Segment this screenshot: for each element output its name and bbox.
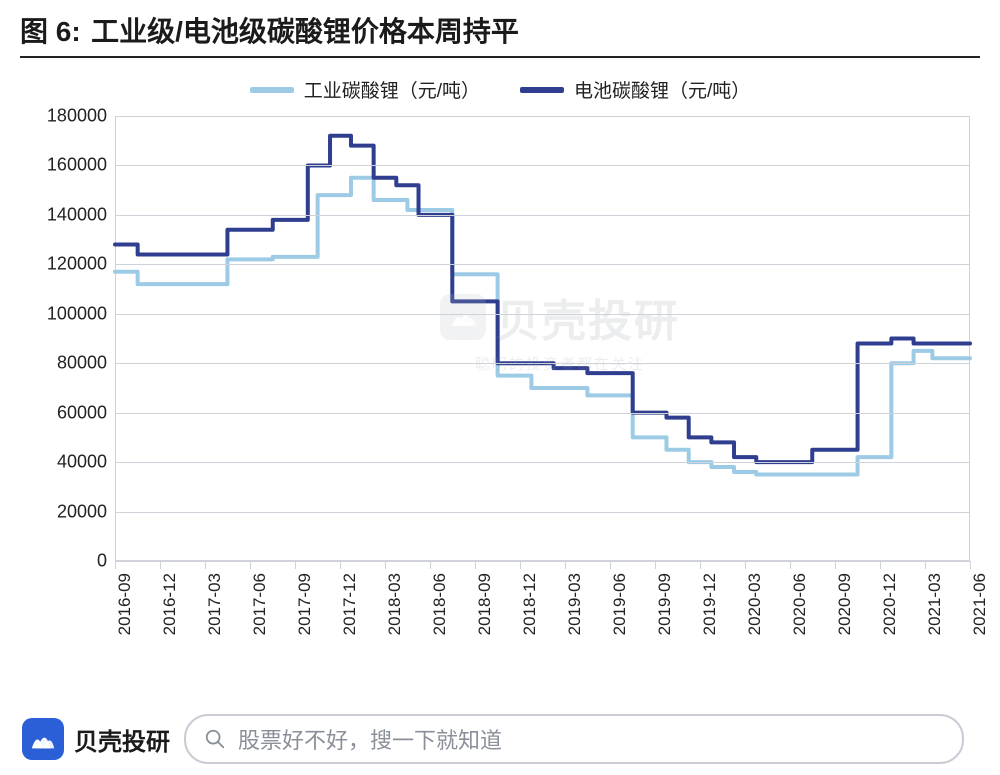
title-underline	[20, 56, 980, 58]
y-tick-label: 120000	[47, 254, 115, 275]
y-tick-label: 60000	[57, 402, 115, 423]
x-tick-label: 2020-12	[880, 573, 900, 635]
search-input[interactable]: 股票好不好，搜一下就知道	[184, 714, 964, 764]
legend-item: 工业碳酸锂（元/吨）	[250, 76, 480, 103]
x-tick-label: 2017-03	[205, 573, 225, 635]
y-tick-label: 40000	[57, 452, 115, 473]
x-tick-label: 2020-03	[745, 573, 765, 635]
x-tick-label: 2019-09	[655, 573, 675, 635]
x-tick-label: 2021-03	[925, 573, 945, 635]
x-tick-label: 2017-12	[340, 573, 360, 635]
y-tick-label: 160000	[47, 155, 115, 176]
legend-swatch	[520, 87, 564, 93]
legend-swatch	[250, 87, 294, 93]
x-tick-label: 2019-03	[565, 573, 585, 635]
x-tick-label: 2016-12	[160, 573, 180, 635]
x-tick-label: 2018-06	[430, 573, 450, 635]
gridline	[115, 165, 970, 166]
figure-number: 图 6:	[20, 16, 81, 47]
x-tick-label: 2018-12	[520, 573, 540, 635]
x-tick-label: 2018-09	[475, 573, 495, 635]
x-tick-label: 2019-06	[610, 573, 630, 635]
x-tick-label: 2018-03	[385, 573, 405, 635]
x-tick-label: 2020-06	[790, 573, 810, 635]
x-tick-label: 2016-09	[115, 573, 135, 635]
brand-shell-icon	[22, 718, 64, 760]
y-tick-label: 0	[97, 551, 115, 572]
plot-area: 贝壳投研 聪明的投资者都在关注 020000400006000080000100…	[115, 116, 970, 561]
brand[interactable]: 贝壳投研	[22, 718, 170, 760]
x-tick-label: 2017-06	[250, 573, 270, 635]
legend-item: 电池碳酸锂（元/吨）	[520, 76, 750, 103]
y-tick-label: 80000	[57, 353, 115, 374]
search-icon	[204, 728, 226, 750]
figure-title: 工业级/电池级碳酸锂价格本周持平	[91, 16, 519, 47]
legend-label: 电池碳酸锂（元/吨）	[574, 76, 750, 103]
figure-title-bar: 图 6: 工业级/电池级碳酸锂价格本周持平	[0, 0, 1000, 56]
gridline	[115, 116, 970, 117]
gridline	[115, 561, 970, 562]
series-line-industrial	[115, 178, 970, 475]
gridline	[115, 462, 970, 463]
legend-label: 工业碳酸锂（元/吨）	[304, 76, 480, 103]
gridline	[115, 512, 970, 513]
gridline	[115, 363, 970, 364]
brand-text: 贝壳投研	[74, 722, 170, 757]
chart-legend: 工业碳酸锂（元/吨） 电池碳酸锂（元/吨）	[20, 76, 980, 103]
search-placeholder: 股票好不好，搜一下就知道	[238, 723, 502, 755]
x-tick-label: 2020-09	[835, 573, 855, 635]
x-tick-label: 2021-06	[970, 573, 990, 635]
y-tick-label: 100000	[47, 303, 115, 324]
gridline	[115, 314, 970, 315]
gridline	[115, 215, 970, 216]
chart-lines	[115, 116, 970, 561]
x-tick-label: 2019-12	[700, 573, 720, 635]
y-tick-label: 20000	[57, 501, 115, 522]
bottom-bar: 贝壳投研 股票好不好，搜一下就知道	[0, 703, 1000, 775]
y-tick-label: 140000	[47, 204, 115, 225]
gridline	[115, 413, 970, 414]
chart: 工业碳酸锂（元/吨）电池碳酸锂（元/吨） 贝壳投研	[20, 66, 980, 676]
gridline	[115, 264, 970, 265]
x-tick-label: 2017-09	[295, 573, 315, 635]
y-tick-label: 180000	[47, 106, 115, 127]
